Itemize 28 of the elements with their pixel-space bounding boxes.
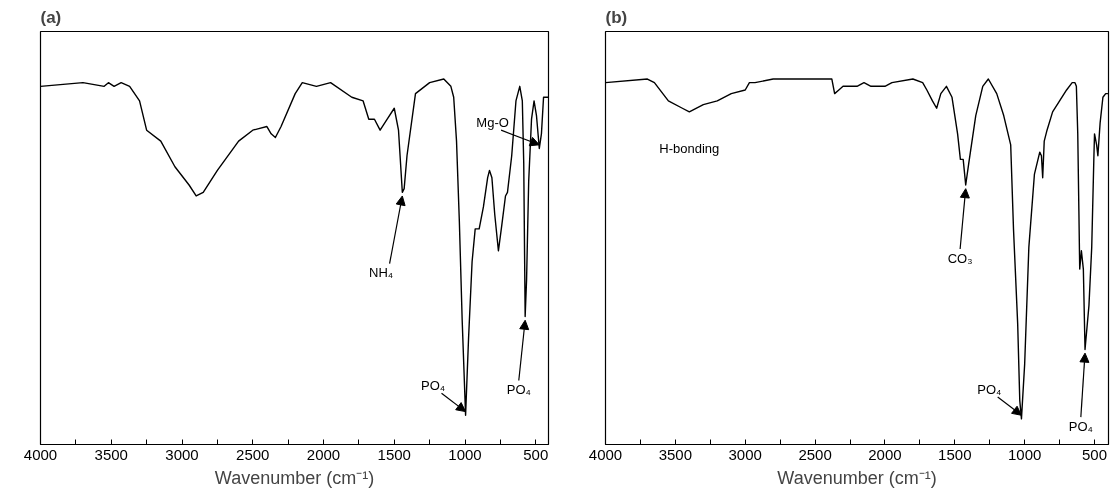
x-tick-label: 2500 xyxy=(236,445,270,463)
x-tick-label: 3000 xyxy=(165,445,199,463)
annotation: PO₄ xyxy=(977,381,1002,397)
x-tick-label: 2000 xyxy=(868,445,902,463)
x-tick-label: 3500 xyxy=(94,445,128,463)
x-tick-label: 3500 xyxy=(658,445,693,463)
annotation: NH₄ xyxy=(369,265,394,281)
x-tick-label: 2000 xyxy=(306,445,341,463)
x-tick-label: 3000 xyxy=(728,445,762,463)
x-tick-label: 500 xyxy=(523,445,549,463)
x-tick-label: 1000 xyxy=(448,445,482,463)
x-axis-title: Wavenumber (cm⁻¹) xyxy=(214,467,375,488)
x-tick-label: 1500 xyxy=(377,445,411,463)
annotation: PO₄ xyxy=(420,378,446,394)
chart-title: (a) xyxy=(40,7,62,27)
annotation: H-bonding xyxy=(659,141,720,157)
x-tick-label: 4000 xyxy=(588,445,623,463)
annotation: PO₄ xyxy=(1068,418,1093,434)
x-axis-title: Wavenumber (cm⁻¹) xyxy=(777,467,937,488)
chart-title: (b) xyxy=(605,7,628,27)
annotation: CO₃ xyxy=(947,250,973,266)
annotation: PO₄ xyxy=(506,382,531,398)
x-tick-label: 4000 xyxy=(23,445,58,463)
x-tick-label: 1500 xyxy=(938,445,972,463)
x-tick-label: 2500 xyxy=(798,445,832,463)
annotation: Mg-O xyxy=(476,115,509,131)
x-tick-label: 1000 xyxy=(1007,445,1042,463)
x-tick-label: 500 xyxy=(1082,445,1108,463)
